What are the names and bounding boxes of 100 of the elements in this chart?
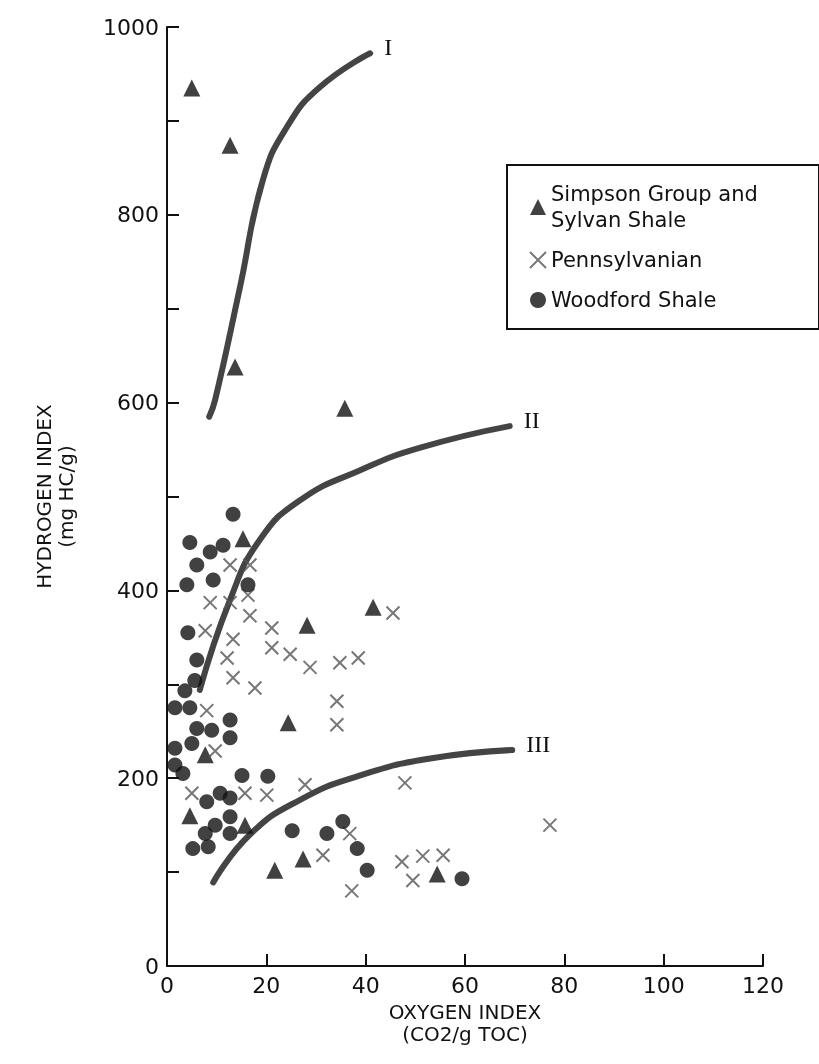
point	[260, 768, 276, 784]
annotation: I	[384, 34, 393, 61]
point	[197, 826, 213, 842]
point	[222, 730, 238, 746]
point	[294, 850, 312, 868]
point	[197, 623, 213, 639]
point	[187, 673, 203, 689]
y-axis-title: HYDROGEN INDEX (mg HC/g)	[32, 404, 78, 589]
point	[259, 787, 275, 803]
point	[298, 616, 316, 634]
point	[222, 809, 238, 825]
point	[350, 650, 366, 666]
point	[234, 767, 250, 783]
y-tick-label: 1000	[103, 14, 159, 40]
point	[199, 794, 215, 810]
point	[221, 136, 239, 154]
legend-label: Woodford Shale	[551, 288, 717, 312]
point	[344, 883, 360, 899]
point	[349, 841, 365, 857]
point	[225, 670, 241, 686]
point	[335, 813, 351, 829]
x-tick-label: 80	[550, 972, 579, 998]
point	[182, 535, 198, 551]
point	[204, 722, 220, 738]
point	[282, 646, 298, 662]
point	[202, 595, 218, 611]
point	[315, 847, 331, 863]
point	[329, 693, 345, 709]
point	[219, 650, 235, 666]
point	[184, 785, 200, 801]
point	[196, 746, 214, 764]
point	[454, 871, 470, 887]
point	[180, 625, 196, 641]
y-tick-label: 800	[117, 202, 159, 228]
point	[200, 839, 216, 855]
point	[225, 631, 241, 647]
y-tick-label: 600	[117, 390, 159, 416]
point	[415, 848, 431, 864]
point	[359, 862, 375, 878]
legend-label: Simpson Group and Sylvan Shale	[551, 182, 765, 232]
point	[177, 683, 193, 699]
annotation: III	[526, 731, 551, 758]
point	[237, 785, 253, 801]
point	[222, 595, 238, 611]
point	[240, 587, 256, 603]
point	[242, 557, 258, 573]
point	[184, 735, 200, 751]
point	[302, 659, 318, 675]
point	[297, 777, 313, 793]
legend-label: Pennsylvanian	[551, 248, 703, 272]
point	[181, 807, 199, 825]
point	[236, 816, 254, 834]
point	[207, 817, 223, 833]
point	[242, 608, 258, 624]
point	[222, 712, 238, 728]
x-tick-label: 60	[451, 972, 479, 998]
point	[385, 605, 401, 621]
point	[175, 766, 191, 781]
y-tick-label: 400	[117, 577, 159, 603]
point	[226, 358, 244, 376]
point	[202, 544, 218, 560]
point	[364, 598, 382, 616]
point	[342, 826, 358, 842]
point	[394, 854, 410, 870]
point	[397, 775, 413, 791]
x-tick-label: 120	[742, 972, 784, 998]
point	[183, 79, 201, 97]
point	[189, 652, 205, 668]
point	[215, 537, 231, 553]
point	[225, 506, 241, 522]
point	[205, 572, 221, 588]
point	[185, 841, 201, 857]
point	[405, 873, 421, 889]
point	[182, 700, 198, 716]
y-tick-label: 0	[145, 953, 159, 979]
point	[284, 823, 300, 839]
point	[279, 714, 297, 732]
x-tick-label: 20	[252, 972, 281, 998]
point	[266, 861, 284, 879]
point	[264, 620, 280, 636]
point	[234, 530, 252, 548]
point	[179, 577, 195, 593]
point	[542, 817, 558, 833]
point	[264, 640, 280, 656]
annotation: II	[523, 407, 540, 434]
y-tick-label: 200	[117, 765, 159, 791]
x-tick-label: 40	[351, 972, 380, 998]
point	[336, 399, 354, 417]
point	[207, 743, 223, 759]
point	[435, 847, 451, 863]
point	[189, 720, 205, 736]
x-tick-label: 100	[642, 972, 685, 998]
point	[329, 717, 345, 733]
point	[319, 826, 335, 842]
point	[199, 703, 215, 719]
point	[222, 557, 238, 573]
point	[189, 557, 205, 573]
point	[222, 826, 238, 842]
point	[222, 790, 238, 806]
point	[240, 577, 256, 593]
